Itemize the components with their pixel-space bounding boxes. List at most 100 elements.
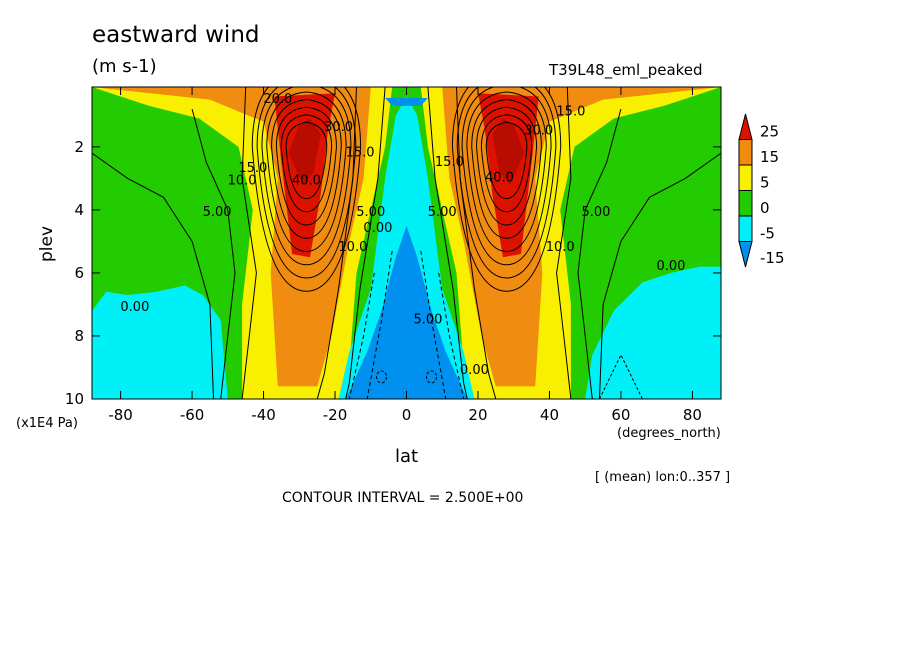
contour-label-0: 20.0 [263,92,292,107]
y-axis: 2 4 6 8 10 [65,138,721,408]
contour-label-1: 15.0 [238,161,267,176]
contour-line-north-1 [480,114,533,213]
contour-line-north-4 [466,91,547,253]
x-tick-label-7: 60 [611,406,630,424]
contour-line-north-7 [451,87,562,292]
fill-core-south [288,118,321,185]
contour-outer-north-4 [599,152,721,399]
chart-title: eastward wind [92,22,260,48]
x-tick-label-0: -80 [108,406,133,424]
contour-outer-north-0 [427,87,468,399]
contour-label-10: 0.00 [120,300,149,315]
fill-tropical-strong-easterly [345,225,468,399]
contour-label-15: 15.0 [556,104,585,119]
contour-outer-south-2 [241,87,257,399]
contour-line-south-6 [256,87,357,279]
y-axis-units: (x1E4 Pa) [16,416,78,431]
x-tick-label-2: -40 [251,406,276,424]
x-tick-label-1: -60 [180,406,205,424]
contour-label-4: 40.0 [292,174,321,189]
contour-outer-south-4 [92,152,214,399]
contour-line-north-6 [456,87,557,279]
contour-line-south-4 [266,91,347,253]
y-tick-label-4: 10 [65,390,84,408]
contour-labels: 20.015.010.05.0040.030.015.010.05.000.00… [120,92,685,378]
colorbar-label-3: 0 [760,199,770,217]
x-tick-label-5: 20 [468,406,487,424]
colorbar-label-4: -5 [760,225,775,243]
x-axis-label: lat [395,446,419,467]
contour-negative-1 [438,272,465,399]
contour-label-14: 30.0 [524,123,553,138]
colorbar-label-2: 5 [760,174,770,192]
contour-outer-north-2 [556,87,572,399]
x-tick-label-3: -20 [323,406,348,424]
contour-negative-cell-0 [375,370,387,384]
contour-label-17: 5.00 [581,205,610,220]
y-tick-label-0: 2 [74,138,84,156]
contour-line-south-5 [261,87,352,266]
chart-units: (m s-1) [92,56,157,77]
colorbar-segment-2 [738,164,753,191]
colorbar-top-arrow [738,113,753,140]
x-tick-label-8: 80 [683,406,702,424]
fill-upper-easterly [385,98,428,106]
contour-label-20: 0.00 [656,259,685,274]
x-axis-units: (degrees_north) [617,426,721,441]
y-tick-label-3: 8 [74,327,84,345]
fill-south-surface-easterly [92,285,228,399]
contour-label-8: 5.00 [356,205,385,220]
y-tick-label-2: 6 [74,264,84,282]
contour-label-19: 0.00 [460,363,489,378]
contour-line-north-5 [461,87,552,266]
colorbar: 25 15 5 0 -5 -15 [738,113,785,268]
contour-negative-north [599,353,643,399]
contour-label-9: 0.00 [363,221,392,236]
contour-line-north-3 [471,99,542,239]
contour-line-north-2 [476,106,538,226]
contour-label-18: 5.00 [413,312,442,327]
y-tick-label-1: 4 [74,201,84,219]
dataset-label: T39L48_eml_peaked [549,61,703,79]
colorbar-segment-1 [738,139,753,166]
x-tick-label-6: 40 [540,406,559,424]
fill-north-surface-easterly [585,266,721,399]
contour-outer-south-3 [191,108,236,399]
contour-outer-south-1 [316,87,357,399]
contour-negative-2 [366,250,393,399]
contour-label-3: 5.00 [203,205,232,220]
contour-label-12: 15.0 [435,155,464,170]
chart-subtitle: [ (mean) lon:0..357 ] [595,470,731,485]
contour-negative-0 [348,272,375,399]
contour-negative-3 [420,250,447,399]
contour-lines [92,87,721,399]
colorbar-label-5: -15 [760,249,785,267]
colorbar-label-0: 25 [760,123,779,141]
contour-label-13: 40.0 [485,171,514,186]
contour-label-2: 10.0 [228,174,257,189]
colorbar-segment-3 [738,190,753,217]
contour-line-south-7 [251,87,362,292]
contour-interval: CONTOUR INTERVAL = 2.500E+00 [282,490,524,506]
contour-label-16: 10.0 [546,240,575,255]
contour-line-south-1 [280,114,333,213]
colorbar-bottom-arrow [738,241,753,268]
contour-line-north-0 [485,121,528,200]
contour-line-south-0 [285,121,328,200]
x-tick-label-4: 0 [402,406,412,424]
contour-label-11: 5.00 [428,205,457,220]
contour-fills [92,87,721,399]
contour-label-5: 30.0 [324,120,353,135]
contour-outer-south-0 [345,87,386,399]
contour-line-south-3 [271,99,342,239]
contour-outer-north-1 [456,87,497,399]
contour-label-6: 15.0 [346,145,375,160]
colorbar-label-1: 15 [760,148,779,166]
fill-core-north [492,118,525,185]
x-axis: -80 -60 -40 -20 0 20 40 60 80 [108,87,702,424]
contour-outer-north-3 [577,108,622,399]
contour-line-south-2 [275,106,337,226]
contour-label-7: 10.0 [338,240,367,255]
colorbar-segment-4 [738,215,753,242]
